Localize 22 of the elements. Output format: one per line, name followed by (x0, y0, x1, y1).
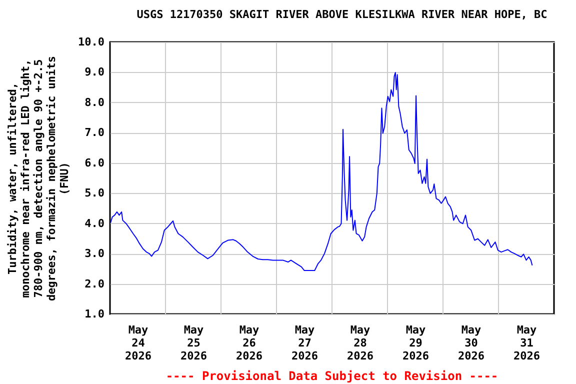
y-tick-label: 4.0 (84, 216, 104, 230)
x-tick-label: May 31 2026 (514, 324, 540, 362)
x-tick-label: May 24 2026 (125, 324, 152, 362)
x-tick-label: May 26 2026 (236, 324, 263, 362)
y-axis-title: Turbidity, water, unfiltered, monochrome near infra-red LED light, 780-900 nm, detection angle 90 +-2.5 degrees, formazin nephelometric units (FNU) (6, 56, 72, 302)
y-tick-label: 1.0 (84, 308, 104, 320)
x-tick-label: May 27 2026 (292, 324, 318, 362)
y-tick-label: 8.0 (84, 96, 104, 109)
y-tick-label: 10.0 (78, 36, 104, 48)
line-series (110, 72, 533, 271)
y-tick-label: 5.0 (84, 186, 104, 200)
y-tick-label: 3.0 (84, 247, 104, 260)
x-tick-label: May 29 2026 (402, 324, 430, 362)
text: ---- Provisional Data Subject to Revision ---- (166, 369, 498, 383)
x-tick-label: May 30 2026 (458, 324, 485, 362)
chart-title: USGS 12170350 SKAGIT RIVER ABOVE KLESILKWA RIVER NEAR HOPE, BC (136, 8, 548, 21)
y-tick-label: 2.0 (84, 277, 104, 290)
y-tick-label: 6.0 (84, 156, 104, 170)
y-tick-label: 7.0 (84, 126, 104, 140)
x-tick-label: May 25 2026 (180, 324, 208, 362)
x-tick-label: May 28 2026 (347, 324, 374, 362)
y-tick-label: 9.0 (84, 66, 104, 79)
